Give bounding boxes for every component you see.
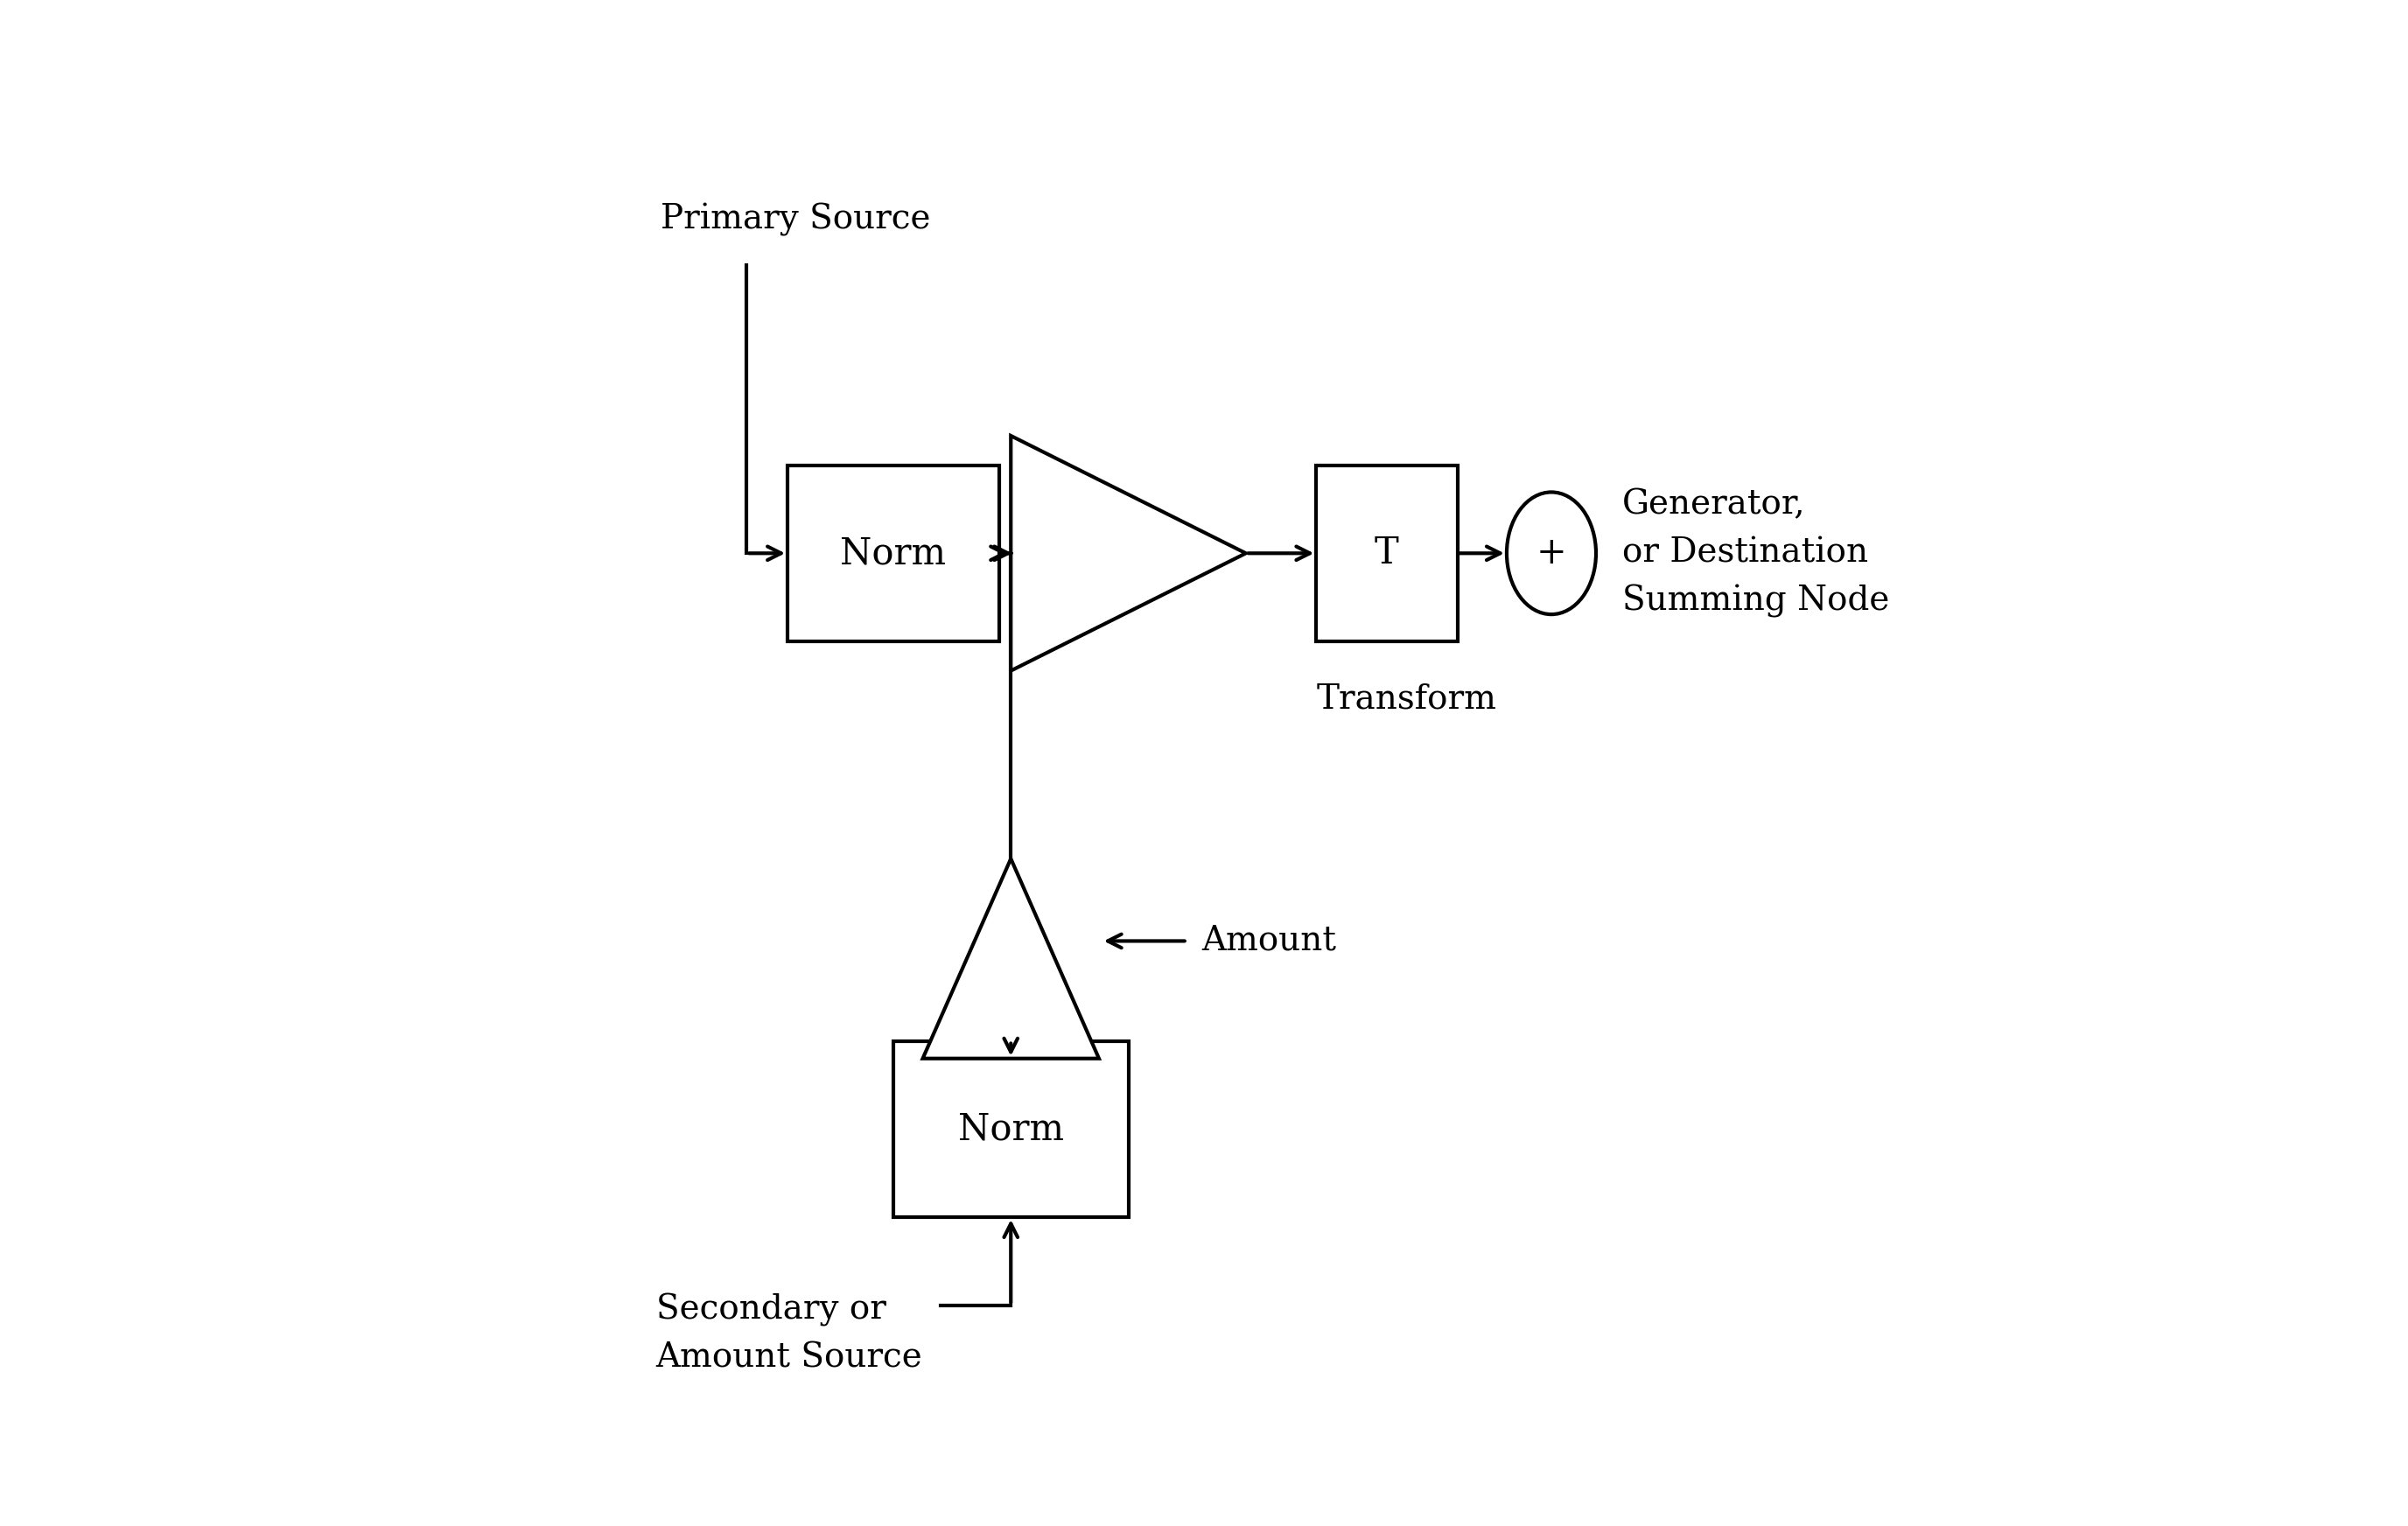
- Text: Transform: Transform: [1317, 682, 1498, 714]
- Text: Secondary or
Amount Source: Secondary or Amount Source: [655, 1294, 922, 1375]
- Text: Primary Source: Primary Source: [660, 203, 929, 237]
- Text: Amount: Amount: [1202, 925, 1336, 957]
- Text: +: +: [1536, 536, 1568, 572]
- Text: Norm: Norm: [840, 536, 946, 572]
- Bar: [787, 465, 999, 641]
- Polygon shape: [1011, 436, 1245, 671]
- Polygon shape: [922, 859, 1098, 1059]
- Bar: [1317, 465, 1457, 641]
- Text: Norm: Norm: [958, 1111, 1064, 1148]
- Text: T: T: [1375, 536, 1399, 572]
- Ellipse shape: [1507, 493, 1597, 615]
- Text: Generator,
or Destination
Summing Node: Generator, or Destination Summing Node: [1623, 488, 1888, 618]
- Bar: [893, 1041, 1129, 1218]
